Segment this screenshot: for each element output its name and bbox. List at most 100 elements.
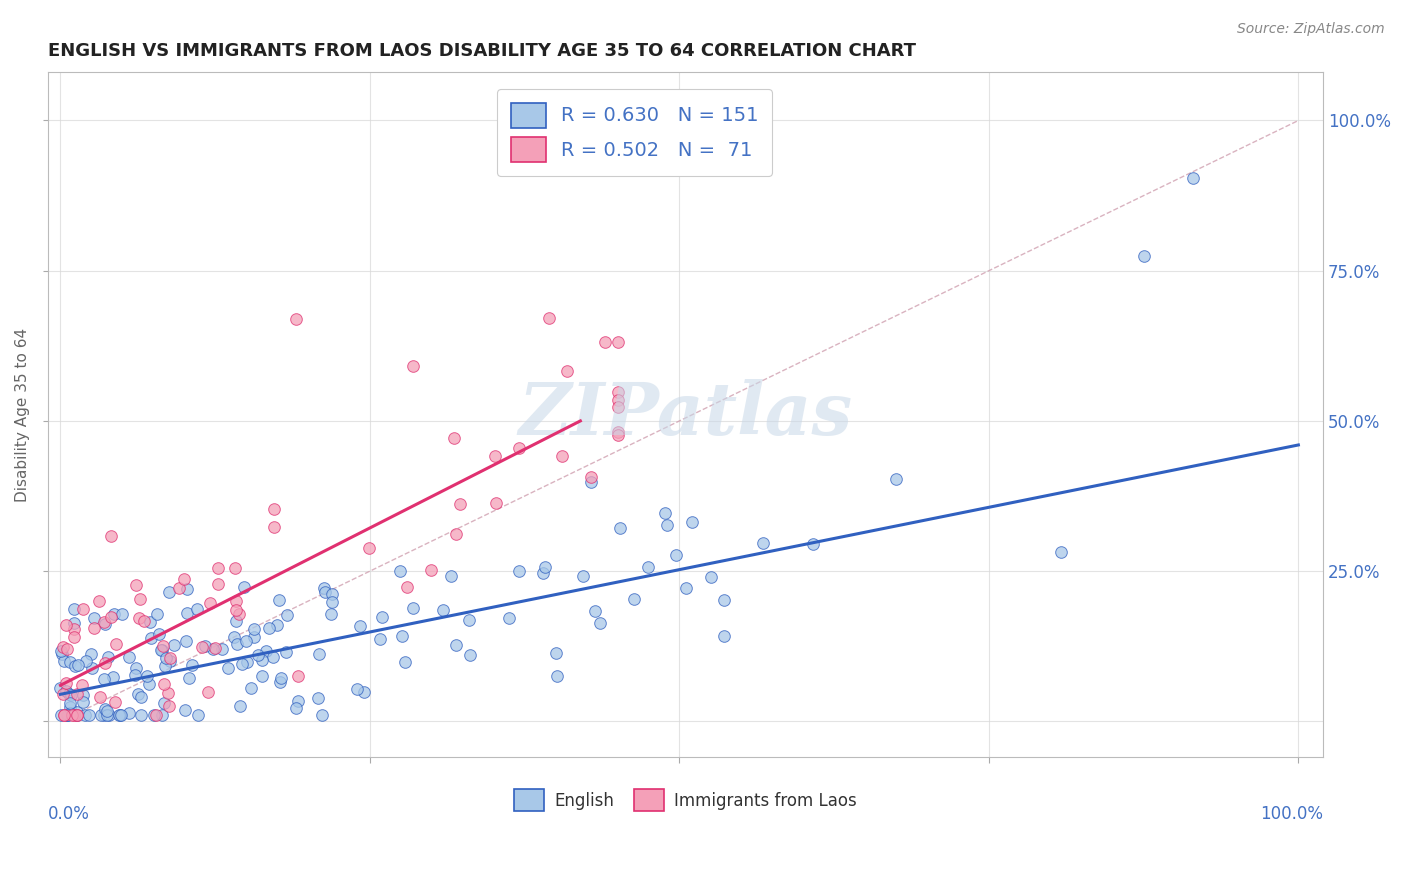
Point (266, 618, 288, 632)
Point (155, 651, 177, 665)
Point (444, 527, 467, 541)
Point (52, 687, 75, 701)
Point (176, 582, 198, 596)
Point (242, 623, 264, 637)
Point (110, 708, 132, 723)
Point (402, 600, 425, 615)
Point (276, 607, 298, 622)
Text: ZIPatlas: ZIPatlas (519, 379, 852, 450)
Point (177, 671, 200, 685)
Point (159, 655, 181, 669)
Point (55, 618, 77, 632)
Point (485, 496, 508, 510)
Point (190, 640, 212, 655)
Point (700, 570, 723, 584)
Point (58, 687, 80, 701)
Point (1182, 170, 1205, 185)
Point (357, 541, 380, 555)
Point (531, 566, 554, 581)
Point (606, 392, 628, 407)
Point (62, 708, 84, 723)
Point (312, 581, 335, 595)
Point (66, 708, 89, 723)
Point (444, 638, 467, 652)
Point (167, 581, 190, 595)
Point (150, 643, 173, 657)
Point (97, 650, 120, 665)
Point (49, 708, 72, 723)
Point (157, 698, 180, 713)
Point (538, 311, 561, 326)
Point (593, 335, 616, 350)
Point (134, 614, 156, 628)
Point (263, 502, 285, 516)
Point (131, 708, 153, 723)
Point (55, 708, 77, 723)
Point (458, 648, 481, 662)
Point (62, 616, 84, 631)
Point (56, 641, 79, 656)
Point (193, 639, 215, 653)
Point (56, 708, 79, 723)
Point (321, 595, 343, 609)
Point (508, 441, 530, 455)
Point (609, 521, 631, 535)
Point (606, 400, 628, 414)
Point (394, 656, 416, 670)
Point (579, 475, 602, 489)
Point (713, 593, 735, 607)
Point (152, 639, 174, 653)
Point (103, 670, 125, 684)
Point (225, 603, 247, 617)
Point (257, 621, 280, 635)
Point (396, 581, 419, 595)
Point (159, 651, 181, 665)
Point (96, 704, 118, 718)
Point (125, 661, 148, 675)
Point (118, 706, 141, 721)
Point (157, 585, 180, 599)
Point (224, 561, 246, 575)
Point (142, 708, 165, 723)
Point (346, 681, 368, 696)
Point (163, 638, 186, 652)
Point (623, 592, 645, 607)
Point (66, 708, 89, 723)
Point (498, 611, 520, 625)
Point (59, 699, 82, 714)
Point (100, 529, 122, 543)
Point (655, 517, 678, 532)
Point (176, 606, 198, 620)
Point (83, 621, 105, 635)
Point (59, 697, 82, 711)
Point (349, 619, 371, 633)
Point (66, 657, 89, 672)
Point (551, 449, 574, 463)
Point (104, 637, 127, 651)
Legend: English, Immigrants from Laos: English, Immigrants from Laos (508, 783, 863, 818)
Point (250, 669, 273, 683)
Point (675, 581, 697, 595)
Point (125, 578, 148, 592)
Point (606, 335, 628, 350)
Point (110, 708, 132, 723)
Point (52, 640, 75, 654)
Point (637, 559, 659, 574)
Point (217, 661, 239, 675)
Point (72, 602, 94, 616)
Point (368, 632, 391, 646)
Point (207, 577, 229, 591)
Point (235, 633, 257, 648)
Point (75, 708, 97, 723)
Point (156, 685, 179, 699)
Point (60, 708, 83, 723)
Point (419, 563, 441, 577)
Point (231, 657, 253, 671)
Point (56, 708, 79, 723)
Point (197, 685, 219, 699)
Point (583, 604, 606, 618)
Point (606, 428, 628, 442)
Point (103, 607, 125, 621)
Point (246, 648, 269, 662)
Point (443, 431, 465, 445)
